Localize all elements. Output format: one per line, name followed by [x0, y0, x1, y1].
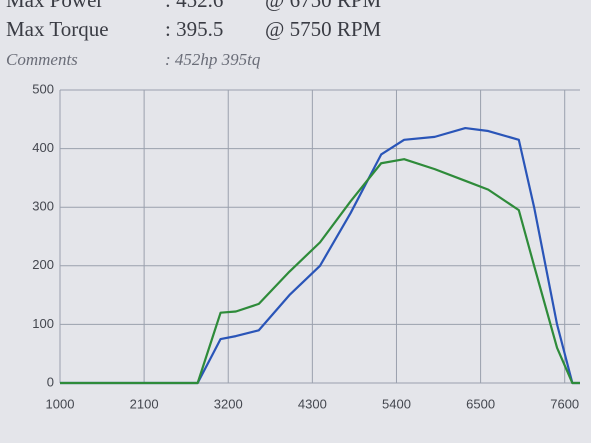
- y-tick-label: 200: [32, 257, 54, 272]
- y-tick-label: 100: [32, 316, 54, 331]
- y-tick-label: 0: [47, 374, 54, 389]
- x-tick-label: 7600: [550, 396, 579, 411]
- max-power-label: Max Power: [6, 0, 103, 12]
- x-tick-label: 3200: [214, 396, 243, 411]
- max-power-value: : 452.6: [165, 0, 223, 12]
- x-tick-label: 2100: [130, 396, 159, 411]
- y-tick-label: 400: [32, 140, 54, 155]
- max-power-rpm: @ 6750 RPM: [265, 0, 382, 12]
- line-series: [60, 126, 580, 385]
- x-tick-label: 1000: [46, 396, 75, 411]
- x-tick-label: 5400: [382, 396, 411, 411]
- y-tick-label: 300: [32, 199, 54, 214]
- x-tick-label: 6500: [466, 396, 495, 411]
- max-torque-rpm: @ 5750 RPM: [265, 17, 382, 41]
- comments-value: : 452hp 395tq: [165, 50, 261, 69]
- line-series: [60, 158, 580, 385]
- y-tick-label: 500: [32, 81, 54, 96]
- max-torque-value: : 395.5: [165, 17, 223, 41]
- max-torque-label: Max Torque: [6, 17, 109, 41]
- comments-label: Comments: [6, 50, 78, 69]
- x-tick-label: 4300: [298, 396, 327, 411]
